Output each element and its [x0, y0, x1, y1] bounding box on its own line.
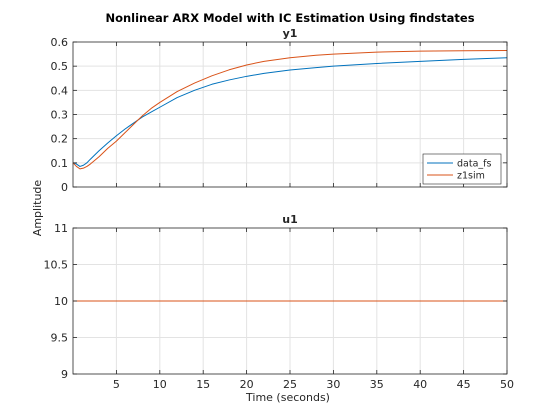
y-tick-label: 0.4: [51, 84, 69, 97]
legend-box: [422, 153, 502, 185]
subplot-title: u1: [282, 213, 298, 226]
x-tick-label: 15: [196, 378, 210, 391]
x-tick-label: 40: [413, 378, 427, 391]
x-tick-label: 30: [326, 378, 340, 391]
y-tick-label: 0: [61, 181, 68, 194]
y-tick-label: 9: [61, 368, 68, 381]
legend-label: data_fs: [457, 159, 491, 170]
x-tick-label: 35: [370, 378, 384, 391]
x-tick-label: 45: [457, 378, 471, 391]
figure-ylabel: Amplitude: [31, 180, 44, 237]
x-tick-label: 50: [500, 378, 514, 391]
y-tick-label: 10: [54, 295, 68, 308]
y-tick-label: 0.3: [51, 109, 69, 122]
x-tick-label: 25: [283, 378, 297, 391]
series-line-z1sim: [72, 49, 508, 170]
x-tick-label: 20: [240, 378, 254, 391]
y-tick-label: 0.5: [51, 60, 69, 73]
figure-xlabel: Time (seconds): [245, 391, 330, 404]
y-tick-label: 9.5: [51, 332, 69, 345]
y-tick-label: 10.5: [44, 259, 69, 272]
axes-u1: 5 10 15 20 25 30 35 40 45 50 9 9.5 10 10.5 11 u1: [44, 213, 515, 391]
y-tick-label: 11: [54, 222, 68, 235]
x-tick-label: 5: [113, 378, 120, 391]
y-tick-label: 0.6: [51, 36, 69, 49]
series-line-data-fs: [72, 57, 508, 167]
subplot-title: y1: [283, 27, 298, 40]
y-tick-label: 0.1: [51, 157, 69, 170]
y-tick-label: 0.2: [51, 133, 69, 146]
legend-label: z1sim: [457, 171, 485, 182]
figure-title: Nonlinear ARX Model with IC Estimation U…: [105, 11, 474, 25]
x-tick-label: 10: [153, 378, 167, 391]
